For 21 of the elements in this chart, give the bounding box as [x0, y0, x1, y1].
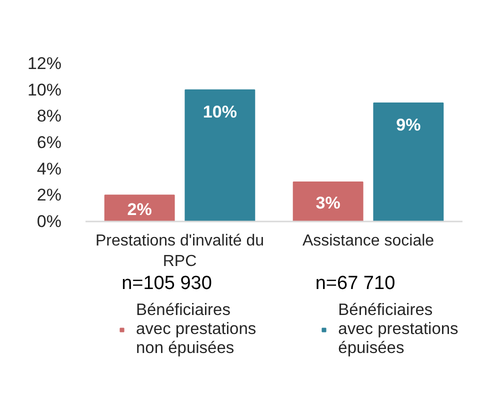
bar	[292, 182, 364, 222]
y-tick-label: 0%	[36, 212, 62, 231]
y-tick-label: 6%	[36, 133, 62, 152]
text: n=105 930	[122, 273, 212, 294]
legend-label: Bénéficiaires avec prestations épuisées	[338, 301, 458, 358]
data-label: 9%	[396, 116, 421, 134]
legend-label: Bénéficiaires avec prestations non épuisées	[136, 301, 256, 358]
y-tick-label: 8%	[36, 106, 62, 126]
data-label: 3%	[316, 193, 340, 212]
bar	[104, 194, 175, 222]
y-tick-label: 12%	[27, 54, 62, 73]
y-tick-label: 10%	[27, 80, 62, 100]
y-tick-label: 2%	[36, 186, 62, 205]
bar	[373, 102, 444, 222]
data-label: 2%	[127, 200, 152, 219]
text: n=67 710	[315, 273, 396, 294]
data-label: 10%	[202, 102, 237, 122]
bar	[184, 89, 256, 222]
x-tick-label: Assistance sociale	[302, 232, 434, 250]
y-tick-label: 4%	[36, 159, 62, 178]
x-tick-label: Prestations d'invalité du RPC	[96, 232, 264, 270]
